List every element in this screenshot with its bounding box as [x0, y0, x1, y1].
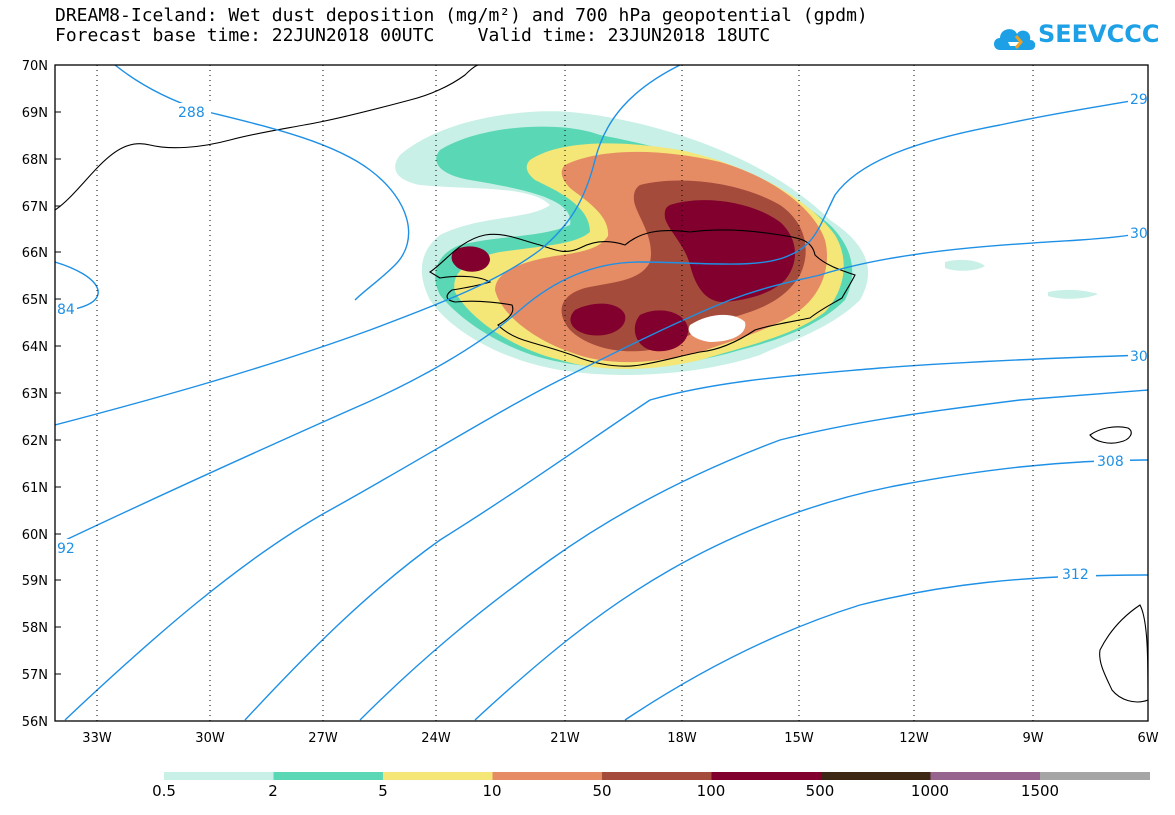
lat-label: 63N: [22, 387, 48, 402]
lat-label: 56N: [22, 715, 48, 730]
legend-label: 0.5: [152, 782, 176, 800]
legend-label: 2: [268, 782, 278, 800]
legend-colorbar: [164, 772, 1150, 780]
lat-label: 70N: [22, 59, 48, 74]
scotland-coastline: [1099, 604, 1148, 703]
contour-300: [64, 231, 1148, 721]
deposition-field: [395, 111, 1098, 376]
lon-label: 24W: [421, 731, 451, 746]
contour-label-84: 84: [57, 302, 75, 318]
legend-swatch: [930, 772, 1041, 780]
legend-label: 1000: [910, 782, 950, 800]
deposition-05-patch-east: [945, 259, 985, 271]
lat-label: 64N: [22, 340, 48, 355]
lat-label: 60N: [22, 528, 48, 543]
contour-label-29: 29: [1130, 92, 1148, 108]
lat-label: 58N: [22, 621, 48, 636]
lat-label: 69N: [22, 106, 48, 121]
legend-swatch: [164, 772, 274, 780]
contour-304: [244, 354, 1148, 721]
contour-label-288: 288: [178, 105, 205, 121]
coastlines: [55, 65, 1148, 703]
contour-label-92: 92: [57, 541, 75, 557]
map-title-line1: DREAM8-Iceland: Wet dust deposition (mg/…: [55, 5, 868, 26]
lon-label: 30W: [195, 731, 225, 746]
legend-swatch: [711, 772, 822, 780]
deposition-100-area-west: [451, 246, 490, 272]
lat-label: 68N: [22, 153, 48, 168]
deposition-100-area: [664, 200, 796, 303]
legend-label: 500: [805, 782, 835, 800]
map-title-line2: Forecast base time: 22JUN2018 00UTC Vali…: [55, 25, 771, 46]
legend-label: 1500: [1020, 782, 1060, 800]
lat-label: 61N: [22, 481, 48, 496]
lat-label: 59N: [22, 574, 48, 589]
contour-296: [55, 97, 1148, 546]
lat-label: 65N: [22, 293, 48, 308]
longitude-labels: 33W 30W 27W 24W 21W 18W 15W 12W 9W 6W: [82, 731, 1158, 746]
lon-label: 9W: [1022, 731, 1043, 746]
lon-label: 15W: [784, 731, 814, 746]
lon-label: 12W: [899, 731, 929, 746]
contour-308: [474, 459, 1148, 721]
deposition-100-area-south: [570, 303, 626, 336]
contour-label-30b: 30: [1130, 349, 1148, 365]
latitude-labels: 70N 69N 68N 67N 66N 65N 64N 63N 62N 61N …: [22, 59, 48, 730]
lon-label: 18W: [667, 731, 697, 746]
contour-284: [55, 261, 99, 313]
legend-swatch: [821, 772, 931, 780]
iceland-coastline: [428, 229, 856, 367]
faroe-coastline: [1089, 426, 1132, 444]
legend-label: 100: [696, 782, 726, 800]
legend-label: 50: [592, 782, 612, 800]
contour-label-312: 312: [1062, 567, 1089, 583]
lat-label: 57N: [22, 668, 48, 683]
deposition-05-patch-east2: [1048, 289, 1098, 299]
legend-swatch: [602, 772, 712, 780]
geopotential-contours: [55, 65, 1148, 721]
legend-swatch: [1040, 772, 1150, 780]
contour-292: [55, 65, 681, 426]
legend-swatch: [273, 772, 384, 780]
lat-label: 62N: [22, 434, 48, 449]
contour-288: [114, 65, 410, 301]
contour-labels: 288 84 92 29 30 30 308 312: [55, 90, 1148, 583]
lon-label: 33W: [82, 731, 112, 746]
legend-swatch: [383, 772, 493, 780]
lon-label: 27W: [308, 731, 338, 746]
lat-label: 67N: [22, 200, 48, 215]
cloud-icon: [994, 29, 1036, 50]
contour-label-30a: 30: [1130, 226, 1148, 242]
greenland-coastline: [55, 65, 479, 211]
deposition-gap: [688, 314, 746, 342]
map-content: 288 84 92 29 30 30 308 312: [55, 65, 1148, 721]
legend-swatch: [492, 772, 603, 780]
axis-ticks: [55, 64, 61, 722]
lon-label: 6W: [1137, 731, 1158, 746]
contour-label-308: 308: [1097, 454, 1124, 470]
logo-text: SEEVCCC: [1038, 20, 1160, 48]
legend-label: 5: [378, 782, 388, 800]
lon-label: 21W: [550, 731, 580, 746]
seevccc-logo: SEEVCCC: [990, 14, 1165, 56]
legend-label: 10: [482, 782, 502, 800]
contour-304b: [359, 389, 1148, 721]
contour-312: [624, 574, 1148, 721]
lat-label: 66N: [22, 246, 48, 261]
